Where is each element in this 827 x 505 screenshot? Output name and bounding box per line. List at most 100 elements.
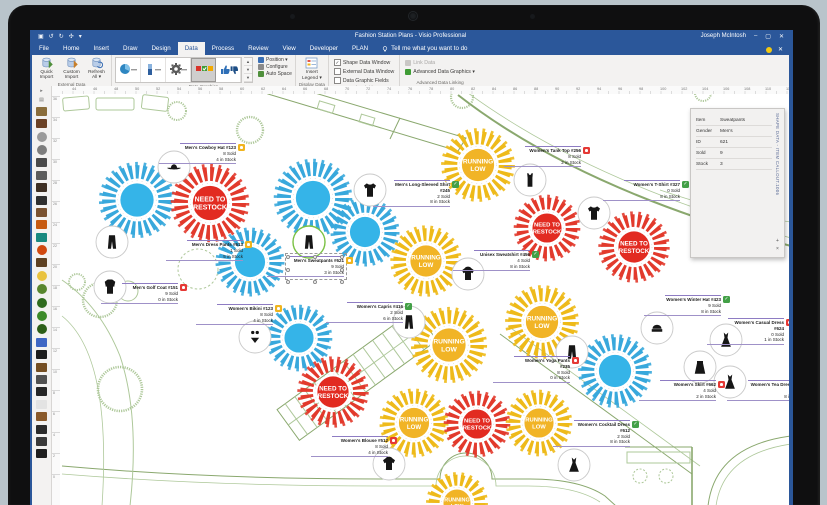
tab-developer[interactable]: Developer [309, 45, 338, 52]
selection-handle[interactable] [286, 267, 290, 272]
checkbox-data-graphic-fields[interactable]: Data Graphic Fields [333, 77, 394, 84]
shape-data-field-value[interactable]: 621 [720, 139, 729, 145]
checkbox-unchecked-icon[interactable] [333, 68, 341, 75]
stencil-shape-table-oval[interactable] [36, 131, 47, 142]
item-marker-dress[interactable] [557, 448, 591, 482]
item-callout[interactable]: Women's Casual Dress #624 0 Sold 1 in Stoc… [706, 318, 789, 345]
item-marker-pants[interactable] [95, 225, 129, 259]
selection-handle[interactable] [340, 280, 344, 284]
selection-handle[interactable] [313, 255, 317, 259]
undo-icon[interactable]: ↺ [48, 33, 54, 40]
item-callout[interactable]: Women's Yoga Pants #235 8 Sold 0 in Stock [492, 356, 579, 383]
item-marker-dress[interactable] [709, 323, 743, 357]
stencil-shape-sofa[interactable] [36, 220, 47, 230]
drawing-canvas[interactable]: NEED TO RESTOCK RUNNING LOW NEED TO RESTOCK NE… [60, 94, 789, 505]
ribbon-button-advanced-data-graphics-[interactable]: Advanced Data Graphics ▾ [405, 69, 475, 75]
clothing-rack-in-stock[interactable] [98, 161, 176, 239]
item-marker-tshirt[interactable] [353, 173, 387, 207]
checkbox-checked-icon[interactable]: ✓ [333, 59, 341, 66]
item-marker-hoodie[interactable] [451, 257, 485, 291]
ribbon-close-icon[interactable]: ✕ [777, 47, 783, 53]
item-marker-coat[interactable] [93, 270, 127, 304]
item-callout[interactable]: Women's Blouse #512 8 Sold 4 in Stock [310, 436, 397, 458]
selection-handle[interactable] [286, 280, 290, 284]
panel-expand-icon[interactable]: + [776, 238, 779, 244]
insert-legend-button[interactable]: Insert Legend ▾ [299, 56, 325, 81]
close-button[interactable]: ✕ [778, 33, 784, 40]
redo-icon[interactable]: ↻ [58, 33, 64, 40]
item-callout[interactable]: Women's Tank Top #256 8 Sold 2 in Stock [503, 146, 590, 168]
stencil-shape-door-brown[interactable] [36, 412, 47, 422]
ribbon-button-configure[interactable]: Configure [258, 64, 292, 70]
item-marker-tank[interactable] [513, 163, 547, 197]
tab-process[interactable]: Process [211, 45, 235, 52]
ribbon-button-refresh[interactable]: Refresh All ▾ [85, 56, 108, 81]
shape-data-panel[interactable]: Item Sweatpants Gender Men's ID 621 Sold 9 Stock… [690, 108, 785, 258]
stencil-shape-tree[interactable] [36, 311, 47, 322]
restore-button[interactable]: ▢ [765, 33, 771, 40]
item-callout[interactable]: Men's Sweatpants #621 9 Sold 3 in Stock [266, 252, 353, 284]
stencil-shape-door-white[interactable] [36, 399, 47, 409]
tab-design[interactable]: Design [151, 45, 171, 52]
clothing-rack-in-stock[interactable] [273, 158, 353, 238]
item-marker-dress[interactable] [713, 365, 747, 399]
touch-mode-icon[interactable]: ✣ [68, 33, 74, 40]
item-callout[interactable]: Men's Cowboy Hat #123 8 Sold 4 in Stock [158, 143, 245, 165]
ribbon-button-position[interactable]: Position ▾ [258, 57, 292, 63]
ribbon-button-auto[interactable]: Auto Space [258, 71, 292, 77]
stencil-shape-person[interactable] [36, 170, 47, 180]
stencil-shape-tv[interactable] [36, 449, 47, 459]
stencil-shape-dresser[interactable] [36, 119, 47, 129]
item-callout[interactable]: Men's Golf Coat #151 9 Sold 0 in Stock [100, 283, 187, 305]
item-callout[interactable]: Men's Long-Sleeved Shirt #245 2 Sold 8 in … [372, 180, 459, 207]
clothing-rack-in-stock[interactable] [330, 197, 400, 267]
stencil-shape-window-grid[interactable] [36, 337, 47, 347]
tab-file[interactable]: File [39, 45, 49, 52]
shape-data-field-value[interactable]: 3 [720, 161, 723, 167]
stencil-shape-bookcase[interactable] [36, 183, 47, 193]
stencil-shape-stool[interactable] [36, 270, 47, 281]
item-marker-tshirt[interactable] [577, 196, 611, 230]
checkbox-unchecked-icon[interactable] [333, 77, 341, 84]
stencil-shape-shelf[interactable] [36, 195, 47, 205]
item-callout[interactable]: Women's Capris #416 2 Sold 6 in Stock ✓ [325, 302, 412, 324]
item-marker-hoodie[interactable] [372, 447, 406, 481]
pie-graphic[interactable] [116, 58, 141, 82]
customize-qat-icon[interactable]: ▾ [78, 33, 82, 40]
shape-data-field-value[interactable]: Sweatpants [720, 117, 746, 123]
stencil-shape-divider[interactable] [36, 424, 47, 434]
stencil-shape-counter[interactable] [36, 207, 47, 217]
gallery-scroll-up-icon[interactable]: ▲ [244, 58, 252, 66]
item-marker-pants[interactable] [292, 225, 326, 259]
item-callout[interactable]: Women's Winter Hat #423 9 Sold 8 in Stock ✓ [643, 295, 730, 317]
save-icon[interactable]: ▣ [38, 33, 44, 40]
tab-home[interactable]: Home [62, 45, 80, 52]
notification-dot[interactable] [765, 46, 772, 53]
tab-review[interactable]: Review [248, 45, 269, 52]
stencil-tool-icon[interactable]: ▤ [39, 97, 44, 104]
stencil-shape-chair-dark[interactable] [36, 350, 47, 360]
stencil-shape-round-table[interactable] [36, 245, 47, 256]
clothing-rack-in-stock[interactable] [215, 227, 285, 297]
stencil-shape-car[interactable] [36, 144, 47, 155]
item-callout[interactable]: Men's Dress Pants #613 1 Sold 5 in Stock [165, 240, 252, 262]
item-callout[interactable]: Women's Cocktail Dress #612 2 Sold 8 in St… [552, 420, 639, 447]
stencil-shape-panel-dark[interactable] [36, 387, 47, 397]
stencil-shape-crate[interactable] [36, 258, 47, 268]
item-marker-skirt[interactable] [683, 350, 717, 384]
gallery-more-icon[interactable]: ▼ [244, 74, 252, 82]
item-marker-beanie[interactable] [640, 311, 674, 345]
stencil-shape-plant-1[interactable] [36, 284, 47, 295]
